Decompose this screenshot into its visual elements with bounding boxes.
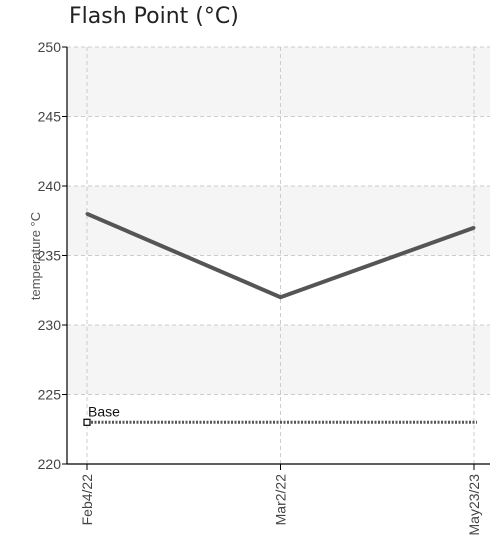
background-band bbox=[67, 325, 490, 395]
x-tick-label: Mar2/22 bbox=[273, 474, 289, 526]
x-tick-label: May23/23 bbox=[466, 474, 482, 536]
chart-background-bands bbox=[67, 47, 490, 395]
x-axis-ticks: Feb4/22 Mar2/22 May23/23 bbox=[79, 464, 482, 535]
x-tick-label: Feb4/22 bbox=[79, 474, 95, 526]
data-point bbox=[279, 295, 282, 299]
baseline-label: Base bbox=[88, 403, 120, 419]
chart-title: Flash Point (°C) bbox=[69, 4, 239, 29]
y-tick-label: 240 bbox=[38, 178, 62, 194]
background-band bbox=[67, 47, 490, 117]
y-tick-label: 225 bbox=[38, 387, 62, 403]
chart-gridlines bbox=[67, 46, 490, 464]
y-tick-label: 220 bbox=[38, 456, 62, 472]
y-tick-label: 230 bbox=[38, 317, 62, 333]
y-tick-label: 245 bbox=[38, 109, 62, 125]
y-axis-title: temperature °C bbox=[28, 212, 43, 300]
y-axis-ticks: 220 225 230 235 240 245 250 bbox=[38, 39, 67, 472]
y-tick-label: 235 bbox=[38, 248, 62, 264]
baseline-annotation: Base bbox=[83, 403, 477, 426]
baseline-marker bbox=[83, 418, 91, 426]
y-tick-label: 250 bbox=[38, 39, 62, 55]
background-band bbox=[67, 186, 490, 256]
data-point bbox=[472, 226, 476, 230]
chart-series bbox=[85, 211, 476, 300]
data-point bbox=[85, 212, 89, 216]
